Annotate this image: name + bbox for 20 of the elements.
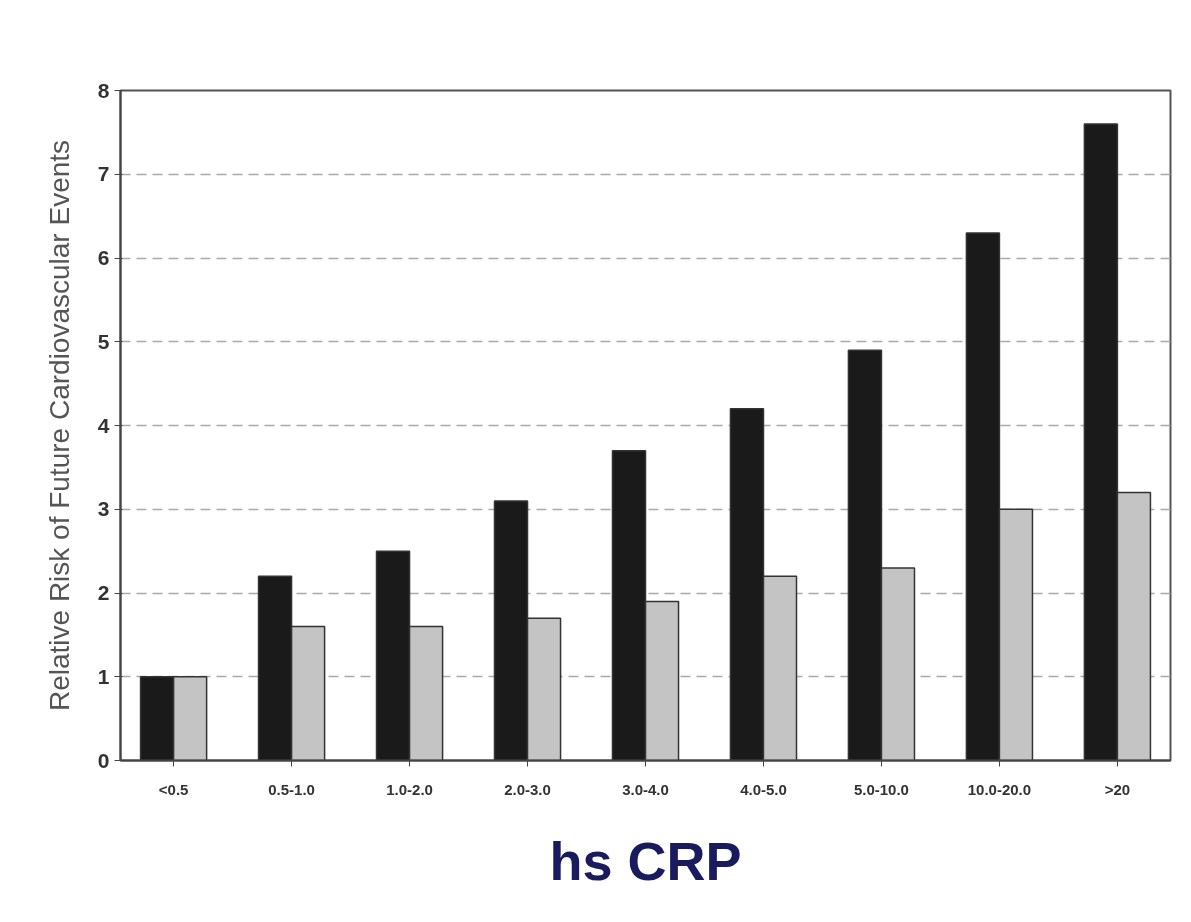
x-tick-label: 1.0-2.0	[386, 780, 433, 798]
x-tick-label: 0.5-1.0	[268, 780, 315, 798]
y-tick-label: 8	[97, 78, 110, 102]
x-tick-label: 3.0-4.0	[622, 780, 669, 798]
y-axis-title: Relative Risk of Future Cardiovascular Events	[43, 139, 75, 712]
x-axis-title: hs CRP	[549, 830, 742, 891]
y-tick-label: 6	[97, 246, 110, 269]
x-tick-label: >20	[1104, 780, 1131, 798]
y-tick-label: 1	[97, 664, 110, 688]
y-tick-label: 5	[97, 329, 110, 353]
x-tick-label: 4.0-5.0	[740, 780, 787, 798]
y-tick-label: 4	[97, 413, 110, 437]
x-tick-label: 2.0-3.0	[504, 780, 551, 798]
x-tick-label: <0.5	[158, 780, 189, 798]
y-tick-label: 2	[97, 581, 110, 604]
x-tick-label: 10.0-20.0	[967, 780, 1032, 798]
y-tick-label: 7	[97, 162, 110, 186]
x-tick-label: 5.0-10.0	[853, 780, 909, 798]
y-tick-label: 3	[97, 497, 110, 521]
y-tick-label: 0	[97, 748, 110, 772]
